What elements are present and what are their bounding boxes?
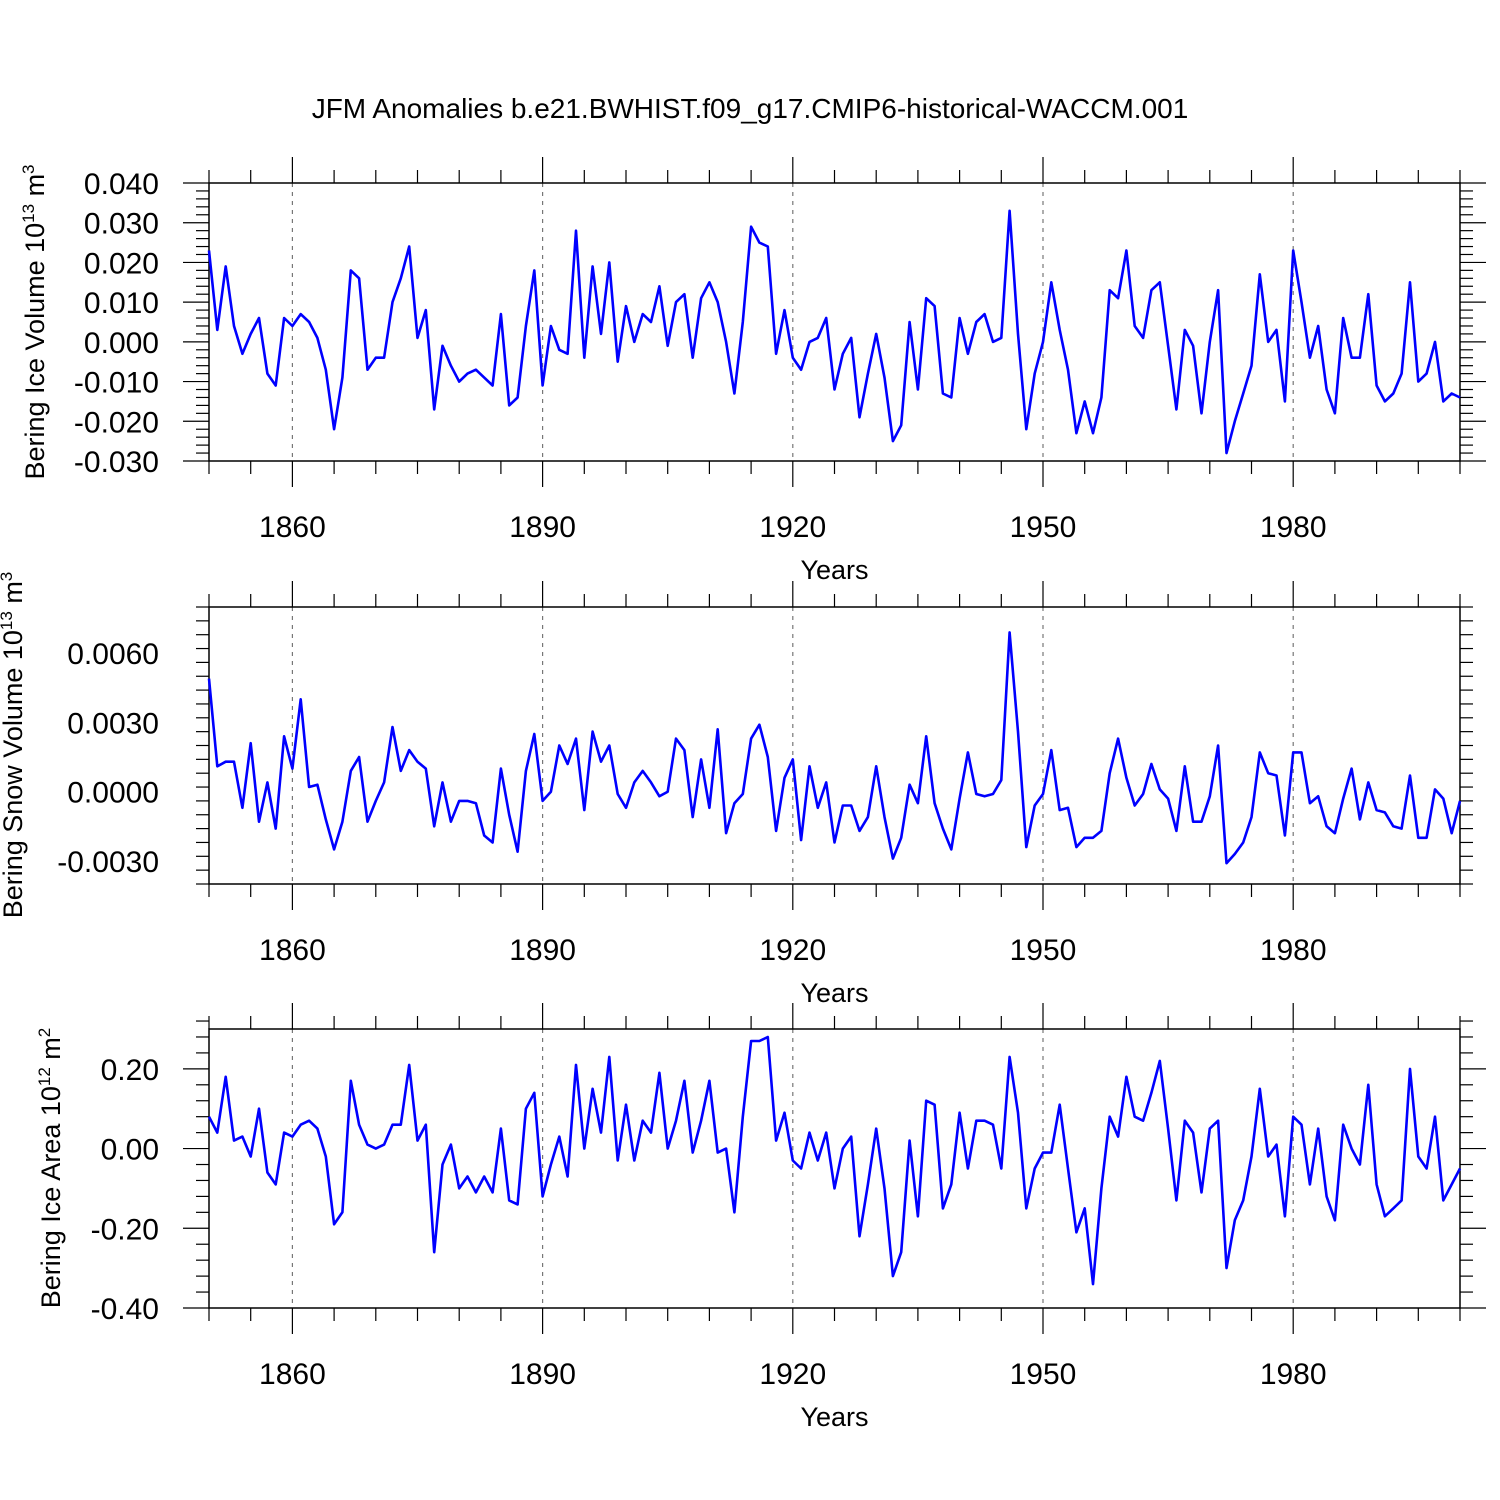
y-axis-label: Bering Snow Volume 1013 m3 — [0, 572, 28, 919]
x-axis-label: Years — [800, 555, 868, 585]
x-tick-label: 1920 — [759, 1358, 826, 1391]
x-tick-label: 1980 — [1260, 1358, 1327, 1391]
x-tick-label: 1890 — [509, 511, 576, 544]
y-axis-label-text: m — [36, 1037, 66, 1067]
y-tick-label: 0.0060 — [67, 638, 159, 671]
y-tick-label: 0.0000 — [67, 777, 159, 810]
y-tick-label: -0.0030 — [57, 846, 159, 879]
x-tick-label: 1860 — [259, 1358, 326, 1391]
x-tick-label: 1950 — [1010, 1358, 1077, 1391]
y-axis-label-superscript: 3 — [19, 164, 38, 173]
y-tick-label: 0.020 — [84, 247, 159, 280]
x-axis-label: Years — [800, 1402, 868, 1432]
y-axis-label-text: m — [20, 174, 50, 204]
chart-panel-2: 1860 1890 1920 1950 1980 -0.0030 0.0000 0.0030 0… — [0, 572, 1473, 1008]
series-line — [207, 631, 1462, 865]
y-axis-label-superscript: 2 — [35, 1028, 54, 1037]
series-line — [207, 1035, 1462, 1286]
x-tick-label: 1860 — [259, 511, 326, 544]
y-tick-label: -0.020 — [74, 406, 159, 439]
y-axis-label-text: Bering Ice Volume 10 — [20, 223, 50, 480]
y-axis-label-superscript: 13 — [19, 204, 38, 223]
series-line — [207, 209, 1461, 455]
x-tick-label: 1950 — [1010, 934, 1077, 967]
y-tick-label: 0.00 — [101, 1134, 159, 1167]
x-tick-label: 1980 — [1260, 511, 1327, 544]
figure-title: JFM Anomalies b.e21.BWHIST.f09_g17.CMIP6… — [312, 93, 1189, 124]
y-axis-label-superscript: 13 — [0, 611, 16, 630]
y-tick-label: 0.030 — [84, 208, 159, 241]
y-axis-label-text: Bering Snow Volume 10 — [0, 630, 28, 918]
y-tick-label: 0.20 — [101, 1054, 159, 1087]
y-tick-label: -0.010 — [74, 367, 159, 400]
x-tick-label: 1860 — [259, 934, 326, 967]
y-axis-label-superscript: 12 — [35, 1067, 54, 1086]
y-axis-label: Bering Ice Area 1012 m2 — [35, 1028, 66, 1309]
y-tick-label: -0.40 — [91, 1293, 159, 1326]
x-tick-label: 1890 — [509, 1358, 576, 1391]
x-tick-label: 1890 — [509, 934, 576, 967]
y-tick-label: -0.20 — [91, 1213, 159, 1246]
y-tick-label: 0.010 — [84, 287, 159, 320]
x-axis-label: Years — [800, 978, 868, 1008]
y-axis-label-text: Bering Ice Area 10 — [36, 1086, 66, 1308]
y-tick-label: 0.0030 — [67, 707, 159, 740]
x-tick-label: 1950 — [1010, 511, 1077, 544]
x-tick-label: 1920 — [759, 511, 826, 544]
chart-panel-3: 1860 1890 1920 1950 1980 -0.40 -0.20 0.00 0.20 Ye… — [35, 1003, 1486, 1432]
y-tick-label: -0.030 — [74, 446, 159, 479]
y-tick-label: 0.040 — [84, 168, 159, 201]
x-tick-label: 1980 — [1260, 934, 1327, 967]
chart-panel-1: 1860 1890 1920 1950 1980 -0.030 -0.020 -0.010 0.… — [19, 157, 1486, 585]
y-axis-label-superscript: 3 — [0, 572, 16, 581]
y-tick-label: 0.000 — [84, 327, 159, 360]
x-tick-label: 1920 — [759, 934, 826, 967]
y-axis-label-text: m — [0, 581, 28, 611]
chart-panels: 1860 1890 1920 1950 1980 -0.030 -0.020 -0.010 0.… — [0, 157, 1486, 1432]
y-axis-label: Bering Ice Volume 1013 m3 — [19, 164, 50, 479]
